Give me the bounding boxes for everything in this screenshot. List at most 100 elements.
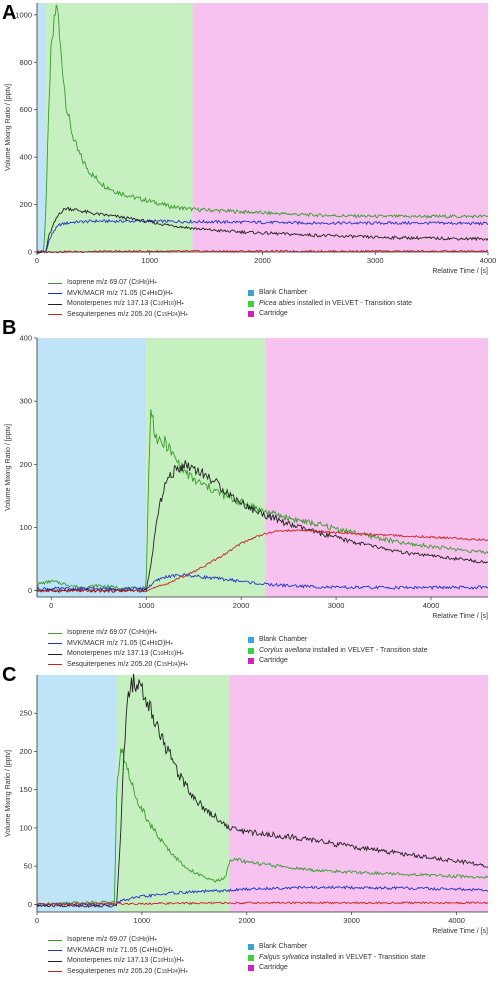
legend-item-sesquiterpenes: Sesquiterpenes m/z 205.20 (C 15 H 24)H + [48,967,188,978]
phase-swatch [248,637,254,644]
chart-b-plot: 0 1000 2000 3000 4000 0 100 200 300 400 Relative T… [5,334,489,620]
legend-item-isoprene: Isoprene m/z 69.07 (C 5 H 8)H + [48,935,188,946]
y-tick-label: 300 [19,397,32,406]
phase-legend-label: Cartridge [259,310,288,317]
phase-legend-item-transition-state: Falgus sylvatica installed in VELVET - T… [248,953,426,964]
x-tick-label: 4000 [480,256,497,265]
phase-legend-label: Cartridge [259,964,288,971]
legend-item-mvk-macr: MVK/MACR m/z 71.05 (C 4 H 6 O)H + [48,639,188,650]
phase-swatch [248,658,254,665]
x-tick-label: 0 [49,601,53,610]
series-line-sesquiterpenes [36,901,489,906]
y-tick-label: 150 [19,785,32,794]
x-tick-label: 4000 [423,601,440,610]
chart-c-phase-legend: Blank Chamber Falgus sylvatica installed … [248,942,426,974]
x-tick-label: 4000 [448,916,465,925]
phase-legend-label: Cartridge [259,657,288,664]
legend-line-monoterpenes [48,960,62,962]
x-tick-label: 1000 [134,916,151,925]
phase-legend-item-transition-state: Picea abies installed in VELVET - Transi… [248,299,412,310]
legend-item-isoprene: Isoprene m/z 69.07 (C 5 H 8)H + [48,628,188,639]
series-line-monoterpenes [36,206,489,254]
legend-item-monoterpenes: Monoterpenes m/z 137.13 (C 10 H 16)H + [48,299,188,310]
phase-band-blank-chamber [37,3,47,252]
chart-panel-c: C 0 1000 2000 3000 4000 0 50 100 150 200 250 Relati… [0,660,498,988]
y-tick-label: 50 [24,862,32,871]
series-line-isoprene [36,748,489,906]
phase-legend-label: Corylus avellana installed in VELVET - T… [259,646,428,654]
x-tick-label: 2000 [238,916,255,925]
panel-label-a: A [2,2,17,24]
chart-panel-a: A 0 1000 2000 3000 4000 0 200 400 600 800 1000 Rela… [0,0,498,325]
series-line-isoprene [36,409,489,591]
panel-label-b: B [2,317,17,339]
legend-item-isoprene: Isoprene m/z 69.07 (C 5 H 8)H + [48,278,188,289]
x-tick-label: 3000 [343,916,360,925]
x-tick-label: 3000 [328,601,345,610]
y-tick-label: 800 [19,58,32,67]
series-line-isoprene [36,4,489,255]
y-tick-label: 100 [19,523,32,532]
legend-item-sesquiterpenes: Sesquiterpenes m/z 205.20 (C 15 H 24)H + [48,660,188,671]
legend-line-mvk-macr [48,643,62,645]
phase-legend-label: Blank Chamber [259,636,308,643]
legend-item-monoterpenes: Monoterpenes m/z 137.13 (C 10 H 16)H + [48,956,188,967]
legend-line-sesquiterpenes [48,664,62,666]
y-tick-label: 100 [19,823,32,832]
series-line-monoterpenes [36,673,489,908]
legend-line-isoprene [48,632,62,634]
x-axis-label: Relative Time / [s] [432,928,488,935]
legend-line-sesquiterpenes [48,971,62,973]
x-tick-label: 2000 [233,601,250,610]
series-line-monoterpenes [36,460,489,594]
y-tick-label: 0 [28,586,32,595]
phase-band-blank-chamber [37,338,147,597]
chart-b-series-legend: Isoprene m/z 69.07 (C 5 H 8)H + MVK/MACR m/z… [48,628,188,670]
phase-legend-item-cartridge: Cartridge [248,656,428,667]
phase-legend-label: Falgus sylvatica installed in VELVET - T… [259,953,426,961]
y-tick-label: 0 [28,900,32,909]
chart-c-plot: 0 1000 2000 3000 4000 0 50 100 150 200 250 Relative… [5,673,489,935]
series-line-sesquiterpenes [36,528,489,593]
y-tick-label: 1000 [15,10,32,19]
phase-legend-label: Blank Chamber [259,289,308,296]
phase-legend-item-blank-chamber: Blank Chamber [248,942,426,953]
x-tick-label: 0 [35,256,39,265]
legend-item-mvk-macr: MVK/MACR m/z 71.05 (C 4 H 6 O)H + [48,289,188,300]
phase-band-cartridge [264,338,488,597]
y-axis-label: Volume Mixing Ratio / [pptv] [5,424,12,511]
legend-line-sesquiterpenes [48,314,62,316]
legend-item-mvk-macr: MVK/MACR m/z 71.05 (C 4 H 6 O)H + [48,946,188,957]
legend-line-monoterpenes [48,653,62,655]
phase-swatch [248,647,254,654]
chart-a-plot: 0 1000 2000 3000 4000 0 200 400 600 800 1000 Relati… [5,3,497,275]
y-tick-label: 250 [19,709,32,718]
y-tick-label: 600 [19,105,32,114]
y-axis-label: Volume Mixing Ratio / [pptv] [5,84,12,171]
series-line-mvk-macr [36,572,489,592]
phase-legend-label: Picea abies installed in VELVET - Transi… [259,299,413,307]
phase-swatch [248,965,254,972]
phase-swatch [248,290,254,297]
y-tick-label: 400 [19,334,32,343]
chart-panel-b: B 0 1000 2000 3000 4000 0 100 200 300 400 Relative… [0,317,498,668]
x-tick-label: 1000 [138,601,155,610]
y-axis-label: Volume Mixing Ratio / [pptv] [5,750,12,837]
chart-c-series-legend: Isoprene m/z 69.07 (C 5 H 8)H + MVK/MACR m/z… [48,935,188,977]
phase-legend-item-blank-chamber: Blank Chamber [248,288,412,299]
chart-a-phase-legend: Blank Chamber Picea abies installed in VE… [248,288,412,320]
phase-swatch [248,300,254,307]
phase-band-cartridge [192,3,488,252]
phase-legend-item-cartridge: Cartridge [248,309,412,320]
legend-line-isoprene [48,282,62,284]
x-tick-label: 2000 [254,256,271,265]
phase-band-cartridge [228,675,489,912]
y-tick-label: 200 [19,200,32,209]
phase-band-blank-chamber [37,675,117,912]
phase-band-transition-state [116,675,229,912]
phase-legend-item-transition-state: Corylus avellana installed in VELVET - T… [248,646,428,657]
phase-legend-item-blank-chamber: Blank Chamber [248,635,428,646]
y-tick-label: 400 [19,153,32,162]
legend-line-mvk-macr [48,950,62,952]
phase-swatch [248,954,254,961]
